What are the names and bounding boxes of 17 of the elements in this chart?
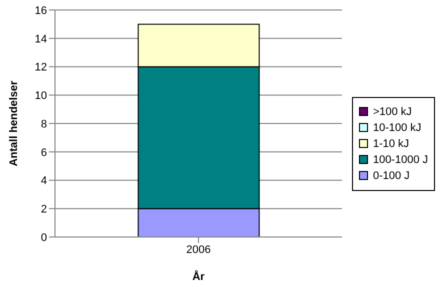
- x-axis-title: År: [192, 270, 206, 283]
- y-tick-label: 12: [34, 62, 47, 74]
- legend-label: >100 kJ: [372, 106, 413, 118]
- y-axis-title: Antall hendelser: [8, 80, 20, 166]
- y-tick-label: 2: [40, 204, 47, 216]
- y-tick-label: 16: [34, 4, 47, 17]
- legend-label: 100-1000 J: [372, 154, 428, 166]
- legend-label: 1-10 kJ: [372, 138, 410, 150]
- y-tick-label: 0: [40, 232, 47, 244]
- y-tick-label: 14: [34, 33, 47, 46]
- y-tick-label: 8: [40, 118, 47, 130]
- legend-label: 10-100 kJ: [372, 122, 422, 134]
- x-tick-label: 2006: [186, 244, 211, 256]
- y-tick-label: 10: [34, 90, 47, 102]
- y-tick-label: 4: [40, 175, 47, 188]
- y-tick-label: 6: [40, 146, 47, 159]
- legend-label: 0-100 J: [372, 170, 411, 182]
